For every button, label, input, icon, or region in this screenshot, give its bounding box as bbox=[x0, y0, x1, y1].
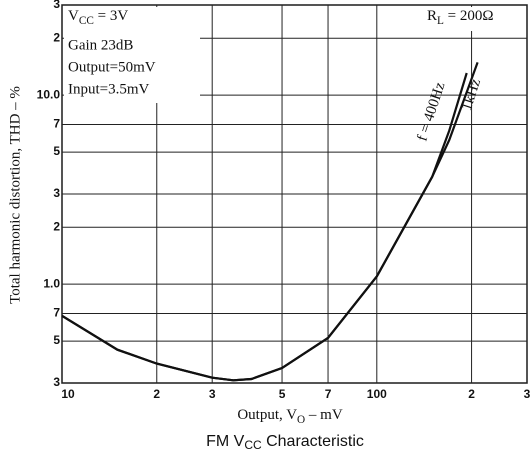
annotation-box bbox=[418, 7, 526, 31]
y-tick-label: 7 bbox=[53, 306, 60, 320]
x-tick-label: 2 bbox=[153, 387, 160, 401]
chart-title-rest: Characteristic bbox=[262, 433, 364, 450]
chart-title: FM VCC Characteristic bbox=[206, 433, 364, 452]
annotation-sub: CC bbox=[79, 15, 94, 27]
x-axis-label-rest: – mV bbox=[305, 407, 343, 423]
x-tick-label: 3 bbox=[209, 387, 216, 401]
x-tick-label: 10 bbox=[61, 387, 75, 401]
x-axis-label-sub: O bbox=[297, 414, 305, 426]
y-tick-label: 1.0 bbox=[43, 276, 60, 290]
y-tick-label: 5 bbox=[53, 144, 60, 158]
annotation-rest: = 200Ω bbox=[444, 8, 494, 24]
y-tick-label: 3 bbox=[53, 375, 60, 389]
y-axis-label: Total harmonic distortion, THD – % bbox=[7, 86, 23, 304]
annotation: Input=3.5mV bbox=[68, 81, 150, 97]
y-tick-label: 10.0 bbox=[37, 87, 61, 101]
annotation: RL = 200Ω bbox=[427, 8, 494, 26]
annotation-rest: = 3V bbox=[94, 8, 128, 24]
annotation-sub: L bbox=[437, 15, 444, 27]
y-tick-label: 3 bbox=[53, 186, 60, 200]
annotation-box bbox=[64, 7, 200, 103]
series-label: 1kHz bbox=[459, 77, 484, 113]
x-axis-label-main: Output, V bbox=[237, 407, 297, 423]
y-tick-label: 2 bbox=[53, 30, 60, 44]
y-tick-label: 3 bbox=[53, 0, 60, 11]
annotation: Gain 23dB bbox=[68, 37, 133, 53]
x-axis-label: Output, VO – mV bbox=[237, 407, 343, 425]
chart-title-main: FM V bbox=[206, 433, 245, 450]
annotation-main: V bbox=[68, 8, 79, 24]
y-tick-label: 5 bbox=[53, 333, 60, 347]
annotation-main: R bbox=[427, 8, 437, 24]
x-tick-label: 5 bbox=[279, 387, 286, 401]
line bbox=[61, 72, 468, 382]
y-tick-label: 7 bbox=[53, 117, 60, 131]
x-tick-label: 2 bbox=[468, 387, 475, 401]
x-tick-label: 3 bbox=[524, 387, 530, 401]
annotation: Output=50mV bbox=[68, 59, 156, 75]
annotation: VCC = 3V bbox=[68, 8, 128, 26]
line bbox=[61, 62, 479, 382]
x-tick-label: 7 bbox=[325, 387, 332, 401]
series-label: f = 400Hz bbox=[414, 80, 448, 143]
x-tick-label: 100 bbox=[367, 387, 387, 401]
chart-title-sub: CC bbox=[244, 438, 262, 452]
y-tick-label: 2 bbox=[53, 219, 60, 233]
